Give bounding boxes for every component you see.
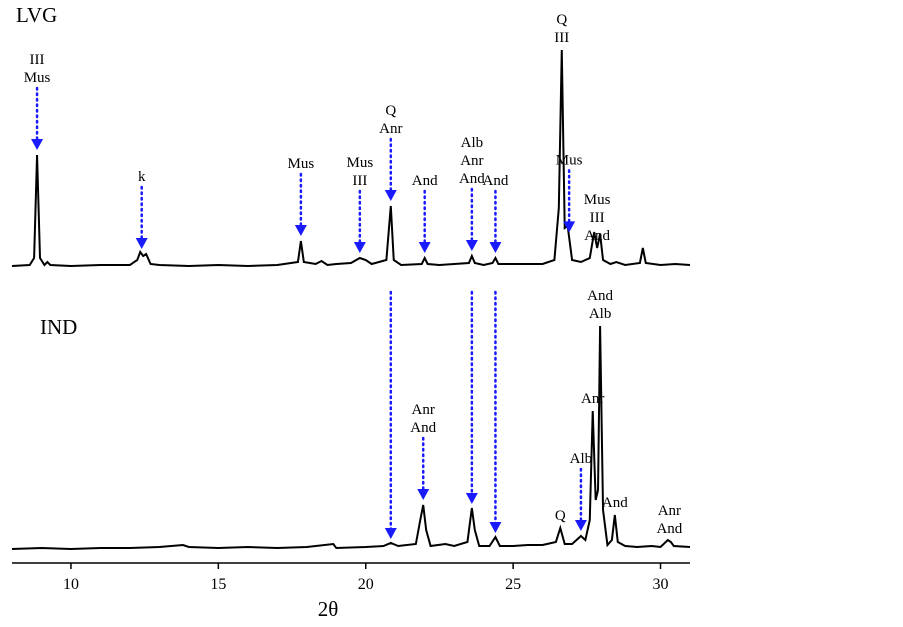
trace (11, 325, 691, 551)
annotation-label: III (352, 173, 367, 189)
annotation-label: Alb (589, 306, 612, 322)
annotation-label: And (459, 171, 485, 187)
annotation-label: III (554, 30, 569, 46)
annotation-label: Alb (461, 135, 484, 151)
annotation-label: And (602, 495, 628, 511)
annotation-label: And (412, 173, 438, 189)
annotation-label: Mus (584, 192, 611, 208)
annotation-label: Alb (570, 451, 593, 467)
annotation-arrow-head (353, 242, 366, 253)
annotation-label: Q (385, 103, 396, 119)
annotation-label: III (30, 52, 45, 68)
series-label: LVG (16, 3, 57, 27)
link-arrow-head (489, 522, 502, 533)
x-axis-label: 2θ (318, 597, 339, 621)
annotation-label: Anr (581, 391, 604, 407)
annotation-label: And (656, 521, 682, 537)
annotation-label: Mus (346, 155, 373, 171)
x-tick-label: 15 (210, 576, 226, 593)
annotation-label: Anr (412, 402, 435, 418)
annotation-label: Mus (24, 70, 51, 86)
annotation-label: Mus (556, 152, 583, 168)
annotation-arrow-head (574, 520, 587, 531)
trace (11, 49, 691, 268)
annotation-arrow-head (465, 240, 478, 251)
annotation-label: And (410, 420, 436, 436)
x-tick-label: 20 (358, 576, 374, 593)
annotation-label: Anr (460, 153, 483, 169)
annotation-label: And (584, 228, 610, 244)
link-arrow-head (465, 493, 478, 504)
annotation-arrow-head (417, 489, 430, 500)
link-arrow-head (384, 528, 397, 539)
annotation-label: Anr (379, 121, 402, 137)
annotation-label: III (590, 210, 605, 226)
annotation-label: And (587, 288, 613, 304)
annotation-label: And (483, 173, 509, 189)
series-label: IND (40, 315, 77, 339)
annotation-arrow-head (489, 242, 502, 253)
annotation-arrow-head (384, 190, 397, 201)
annotation-label: Q (556, 12, 567, 28)
annotation-label: Q (555, 508, 566, 524)
x-tick-label: 25 (505, 576, 521, 593)
annotation-arrow-head (294, 225, 307, 236)
annotation-label: Anr (658, 503, 681, 519)
annotation-arrow-head (418, 242, 431, 253)
annotation-arrow-head (135, 238, 148, 249)
annotation-arrow-head (31, 139, 44, 150)
x-tick-label: 10 (63, 576, 79, 593)
annotation-arrow-head (563, 221, 576, 233)
annotation-label: k (138, 169, 146, 185)
x-tick-label: 30 (653, 576, 669, 593)
annotation-label: Mus (288, 156, 315, 172)
